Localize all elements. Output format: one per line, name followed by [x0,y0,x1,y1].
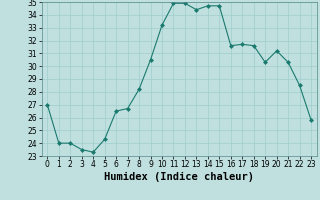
X-axis label: Humidex (Indice chaleur): Humidex (Indice chaleur) [104,172,254,182]
